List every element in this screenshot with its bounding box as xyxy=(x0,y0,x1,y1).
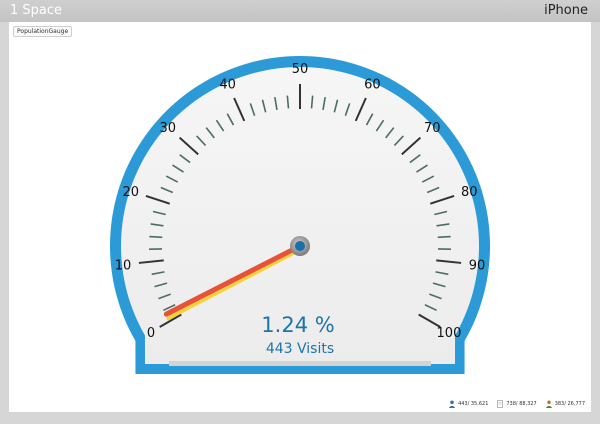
minor-tick xyxy=(150,223,164,227)
gauge-value: 1.24 % xyxy=(261,313,334,337)
minor-tick xyxy=(160,186,174,194)
minor-tick xyxy=(421,175,435,183)
gauge-base xyxy=(169,361,431,366)
pages-icon xyxy=(497,400,504,408)
tick-label: 60 xyxy=(364,77,381,92)
minor-tick xyxy=(322,96,326,111)
minor-tick xyxy=(152,210,166,216)
minor-tick xyxy=(179,154,191,164)
minor-tick xyxy=(149,235,163,239)
minor-tick xyxy=(435,271,449,276)
minor-tick xyxy=(310,95,314,109)
minor-tick xyxy=(434,210,448,216)
device-label: iPhone xyxy=(544,3,588,18)
minor-tick xyxy=(416,164,428,173)
tick-label: 80 xyxy=(461,185,478,200)
gauge-visits: 443 Visits xyxy=(266,341,334,357)
visitors-icon xyxy=(545,400,552,408)
minor-tick xyxy=(344,103,351,116)
major-tick xyxy=(138,259,164,264)
gauge-tick-labels: 0 10 20 30 40 50 60 70 80 90 100 xyxy=(115,62,486,341)
minor-tick xyxy=(163,304,176,312)
major-tick xyxy=(145,194,171,205)
minor-tick xyxy=(196,135,207,146)
widget-tag[interactable]: PopulationGauge xyxy=(13,26,73,37)
needle-hub-center xyxy=(295,241,305,251)
tick-label: 70 xyxy=(424,121,441,136)
tick-label: 100 xyxy=(437,326,462,341)
minor-tick xyxy=(215,119,225,132)
users-icon xyxy=(448,400,456,408)
minor-tick xyxy=(424,304,437,312)
stat-visitors: 383/ 26,777 xyxy=(545,400,585,408)
tick-label: 90 xyxy=(469,259,486,274)
app-title: 1 Space xyxy=(10,3,63,18)
minor-tick xyxy=(226,113,235,126)
major-tick xyxy=(178,136,199,156)
minor-tick xyxy=(154,282,168,288)
minor-tick xyxy=(432,282,446,288)
major-tick xyxy=(233,97,246,122)
minor-tick xyxy=(158,293,171,300)
minor-tick xyxy=(393,135,404,146)
tick-label: 30 xyxy=(159,121,176,136)
major-tick xyxy=(436,259,462,264)
title-bar: 1 Space iPhone xyxy=(0,0,600,22)
minor-tick xyxy=(261,99,267,113)
stat-users: 443/ 35,621 xyxy=(448,400,488,408)
minor-tick xyxy=(375,119,385,132)
minor-tick xyxy=(172,164,184,173)
minor-tick xyxy=(286,95,290,109)
stat-pages: 738/ 88,327 xyxy=(496,400,537,408)
major-tick xyxy=(401,136,422,156)
tick-label: 10 xyxy=(115,259,132,274)
minor-tick xyxy=(165,175,179,183)
minor-tick xyxy=(436,223,450,227)
minor-tick xyxy=(429,293,442,300)
stat-pages-text: 738/ 88,327 xyxy=(506,401,537,407)
minor-tick xyxy=(426,186,440,194)
footer-stats: 443/ 35,621 738/ 88,327 383/ 26,777 xyxy=(448,400,585,408)
minor-tick xyxy=(205,127,215,139)
stat-users-text: 443/ 35,621 xyxy=(458,401,489,407)
gauge-needle xyxy=(163,243,303,317)
tick-label: 40 xyxy=(219,77,236,92)
tick-label: 0 xyxy=(147,326,155,341)
population-gauge: 0 10 20 30 40 50 60 70 80 90 100 1.24 % 443 Visits xyxy=(110,56,490,375)
minor-tick xyxy=(249,103,256,116)
minor-tick xyxy=(365,113,374,126)
tick-label: 50 xyxy=(292,62,309,77)
stat-visitors-text: 383/ 26,777 xyxy=(554,401,585,407)
minor-tick xyxy=(274,96,278,111)
minor-tick xyxy=(409,154,421,164)
minor-tick xyxy=(151,271,165,276)
major-tick xyxy=(418,313,441,328)
major-tick xyxy=(429,194,455,205)
major-tick xyxy=(159,313,182,328)
gauge-panel: PopulationGauge 0 10 20 30 40 50 60 70 80 90 100 1… xyxy=(9,22,591,412)
gauge-ticks xyxy=(138,84,462,328)
needle-shadow xyxy=(166,247,303,321)
tick-label: 20 xyxy=(122,185,139,200)
minor-tick xyxy=(333,99,339,113)
major-tick xyxy=(354,97,367,122)
minor-tick xyxy=(437,235,451,239)
minor-tick xyxy=(385,127,395,139)
